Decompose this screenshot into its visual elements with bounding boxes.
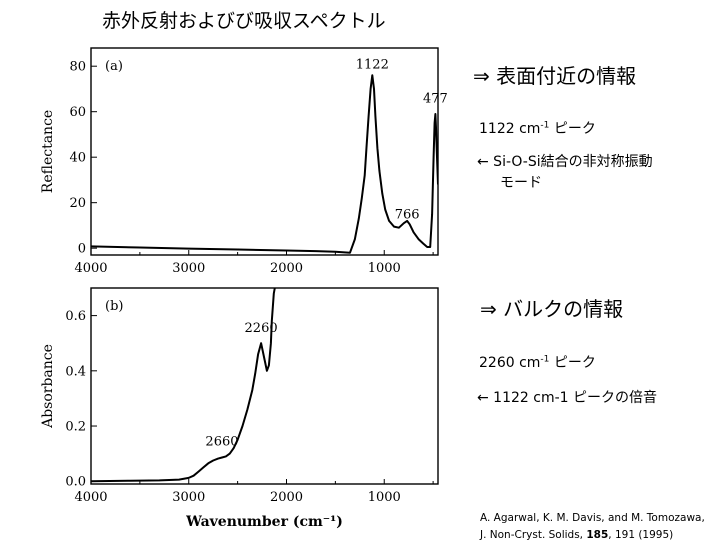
panel-b-heading-text: バルクの情報 <box>503 297 624 321</box>
y-tick-label: 60 <box>69 105 86 120</box>
y-axis-label: Absorbance <box>40 344 56 429</box>
peak-annotation: 766 <box>395 208 420 223</box>
panel-label: (b) <box>105 299 123 314</box>
citation-journal: J. Non-Cryst. Solids, <box>480 529 587 541</box>
panel-label: (a) <box>105 59 123 74</box>
x-tick-label: 4000 <box>74 261 107 276</box>
y-tick-label: 20 <box>69 196 86 211</box>
x-tick-label: 1000 <box>368 490 401 505</box>
panel-a-peak-exponent: -1 <box>540 120 550 131</box>
citation-line-1: A. Agarwal, K. M. Davis, and M. Tomozawa… <box>480 512 705 524</box>
x-tick-label: 2000 <box>270 490 303 505</box>
y-tick-label: 0.2 <box>65 420 86 435</box>
y-axis-label: Reflectance <box>40 110 56 193</box>
citation-volume: 185 <box>586 529 609 541</box>
panel-a-peak-number: 1122 cm <box>479 121 541 137</box>
slide-title: 赤外反射およびび吸収スペクトル <box>102 10 386 32</box>
spectrum-line <box>91 74 438 254</box>
panel-a-heading: ⇒ 表面付近の情報 <box>473 60 636 89</box>
panel-a-assignment-2: モード <box>500 175 542 191</box>
citation-line-2: J. Non-Cryst. Solids, 185, 191 (1995) <box>480 527 705 544</box>
panel-b-peak: 2260 cm-1 ピーク <box>479 352 596 372</box>
x-tick-label: 3000 <box>172 261 205 276</box>
citation: A. Agarwal, K. M. Davis, and M. Tomozawa… <box>480 510 705 544</box>
peak-annotation: 2660 <box>205 434 238 449</box>
plot-frame <box>90 287 439 485</box>
panel-a-peak: 1122 cm-1 ピーク <box>479 118 596 138</box>
y-tick-label: 0.0 <box>65 475 86 490</box>
panel-b-heading: ⇒ バルクの情報 <box>480 293 623 322</box>
chart-b-absorbance: 4000 3000 2000 1000 0.0 0.2 0.4 0.6 Absorbance (b… <box>40 287 439 530</box>
panel-a-peak-suffix: ピーク <box>549 121 596 137</box>
x-tick-label: 1000 <box>368 261 401 276</box>
y-tick-label: 80 <box>69 60 86 75</box>
panel-b-peak-number: 2260 cm <box>479 355 541 371</box>
panel-b-peak-exponent: -1 <box>540 354 550 365</box>
arrow-icon: ⇒ <box>480 297 497 321</box>
peak-annotation: 2260 <box>245 321 278 336</box>
x-tick-label: 4000 <box>74 490 107 505</box>
peak-annotation: 477 <box>423 92 448 107</box>
peak-annotation: 1122 <box>356 57 389 72</box>
chart-a-reflectance: 4000 3000 2000 1000 0 20 40 60 80 Reflectance (a) 1… <box>40 47 448 276</box>
panel-a-assignment-1: ← Si-O-Si結合の非対称振動 <box>477 154 653 170</box>
x-tick-label: 3000 <box>172 490 205 505</box>
y-tick-label: 0 <box>78 242 86 257</box>
panel-b-assignment: ← 1122 cm-1 ピークの倍音 <box>477 390 658 406</box>
y-tick-label: 40 <box>69 151 86 166</box>
plot-frame <box>90 47 439 256</box>
x-axis-label: Wavenumber (cm⁻¹) <box>185 514 343 530</box>
x-tick-label: 2000 <box>270 261 303 276</box>
panel-b-peak-suffix: ピーク <box>549 355 596 371</box>
spectrum-line <box>91 288 276 483</box>
y-tick-label: 0.6 <box>65 309 86 324</box>
panel-a-heading-text: 表面付近の情報 <box>496 64 637 88</box>
y-tick-label: 0.4 <box>65 364 86 379</box>
arrow-icon: ⇒ <box>473 64 490 88</box>
citation-pages-year: , 191 (1995) <box>608 529 674 541</box>
